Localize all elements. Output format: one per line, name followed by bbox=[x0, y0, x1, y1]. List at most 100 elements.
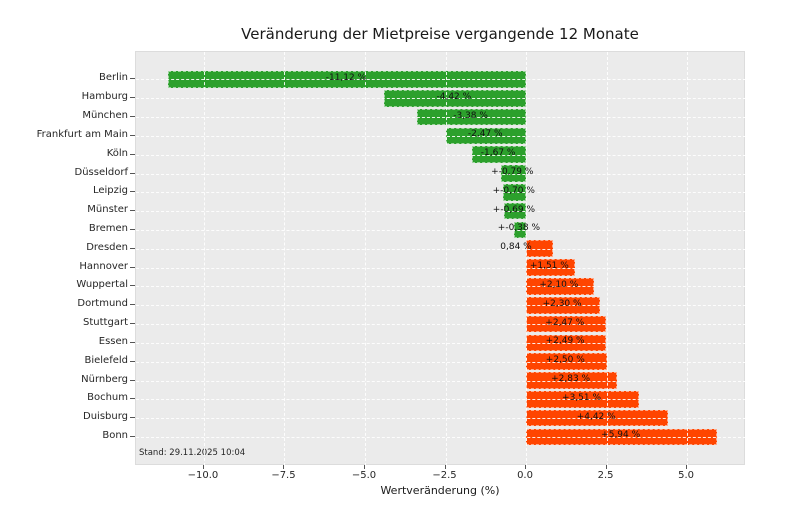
bar-value-label-frankfurt-am-main: -2,47 % bbox=[467, 129, 503, 140]
y-tick-mark bbox=[130, 285, 135, 287]
category-label-dortmund: Dortmund bbox=[77, 298, 128, 310]
x-tick-label: −5.0 bbox=[351, 470, 377, 481]
gridline-v bbox=[284, 52, 286, 466]
y-tick-mark bbox=[130, 172, 135, 174]
bar-value-label-dortmund: +2,30 % bbox=[542, 298, 582, 309]
x-tick-mark bbox=[605, 465, 607, 469]
y-tick-mark bbox=[130, 153, 135, 155]
category-label-bochum: Bochum bbox=[87, 392, 128, 404]
y-tick-mark bbox=[130, 341, 135, 343]
bar-value-label-koeln: -1,67 % bbox=[480, 148, 516, 159]
bar-value-label-bonn: +5,94 % bbox=[601, 430, 641, 441]
gridline-h bbox=[136, 305, 746, 307]
bar-value-label-hamburg: -4,42 % bbox=[436, 91, 472, 102]
gridline-h bbox=[136, 98, 746, 100]
bar-value-label-duesseldorf: +-0,79 % bbox=[491, 167, 534, 177]
gridline-h bbox=[136, 418, 746, 420]
category-label-stuttgart: Stuttgart bbox=[83, 317, 128, 329]
bar-duesseldorf bbox=[500, 165, 527, 182]
chart-title: Veränderung der Mietpreise vergangende 1… bbox=[241, 25, 639, 43]
gridline-h bbox=[136, 117, 746, 119]
x-tick-label: 2.5 bbox=[597, 470, 614, 481]
category-label-leipzig: Leipzig bbox=[92, 185, 128, 197]
gridline-h bbox=[136, 192, 746, 194]
gridline-h bbox=[136, 79, 746, 81]
x-tick-mark bbox=[202, 465, 204, 469]
gridline-h bbox=[136, 154, 746, 156]
bar-value-label-nuernberg: +2,83 % bbox=[551, 374, 591, 385]
x-tick-label: −10.0 bbox=[187, 470, 219, 481]
category-label-dresden: Dresden bbox=[86, 241, 128, 253]
gridline-v bbox=[687, 52, 689, 466]
category-label-bremen: Bremen bbox=[88, 222, 128, 234]
y-tick-mark bbox=[130, 266, 135, 268]
x-tick-mark bbox=[444, 465, 446, 469]
gridline-h bbox=[136, 267, 746, 269]
gridline-v bbox=[526, 52, 528, 466]
gridline-v bbox=[203, 52, 205, 466]
gridline-v bbox=[364, 52, 366, 466]
gridline-h bbox=[136, 380, 746, 382]
bar-value-label-stuttgart: +2,47 % bbox=[545, 317, 585, 328]
bar-frankfurt-am-main bbox=[446, 127, 527, 145]
x-tick-label: −2.5 bbox=[432, 470, 457, 481]
gridline-h bbox=[136, 286, 746, 288]
category-label-koeln: Köln bbox=[106, 147, 128, 159]
y-tick-mark bbox=[130, 304, 135, 306]
gridline-h bbox=[136, 135, 746, 137]
gridline-h bbox=[136, 248, 746, 250]
bar-value-label-dresden: 0,84 % bbox=[500, 242, 532, 253]
x-tick-mark bbox=[525, 465, 527, 469]
y-tick-mark bbox=[130, 228, 135, 230]
category-label-essen: Essen bbox=[98, 335, 128, 347]
bar-value-label-essen: +2,49 % bbox=[545, 336, 585, 347]
category-label-wuppertal: Wuppertal bbox=[76, 279, 128, 291]
category-label-bonn: Bonn bbox=[102, 429, 128, 441]
category-label-frankfurt-am-main: Frankfurt am Main bbox=[36, 128, 128, 140]
bar-value-label-leipzig: +-0,70 % bbox=[492, 185, 535, 196]
plot-area bbox=[135, 51, 746, 466]
y-tick-mark bbox=[130, 360, 135, 362]
gridline-h bbox=[136, 436, 746, 438]
category-label-berlin: Berlin bbox=[98, 72, 128, 84]
category-label-muenchen: München bbox=[82, 110, 128, 122]
gridline-v bbox=[445, 52, 447, 466]
y-tick-mark bbox=[130, 97, 135, 99]
x-tick-label: −7.5 bbox=[271, 470, 296, 481]
bar-value-label-wuppertal: +2,10 % bbox=[539, 279, 579, 290]
gridline-v bbox=[606, 52, 608, 466]
bar-value-label-bielefeld: +2,50 % bbox=[545, 355, 585, 366]
gridline-h bbox=[136, 173, 746, 175]
bar-value-label-bochum: +3,51 % bbox=[562, 392, 602, 403]
y-tick-mark bbox=[130, 210, 135, 212]
gridline-h bbox=[136, 342, 746, 344]
category-label-duisburg: Duisburg bbox=[83, 411, 128, 423]
y-tick-mark bbox=[130, 417, 135, 419]
bar-value-label-muenchen: -3,38 % bbox=[453, 110, 488, 121]
gridline-h bbox=[136, 399, 746, 401]
y-tick-mark bbox=[130, 323, 135, 325]
bar-value-label-muenster: +-0,69 % bbox=[492, 204, 536, 215]
gridline-h bbox=[136, 361, 746, 363]
category-label-bielefeld: Bielefeld bbox=[84, 354, 128, 366]
y-tick-mark bbox=[130, 134, 135, 136]
x-tick-label: 0.0 bbox=[517, 470, 533, 481]
category-label-duesseldorf: Düsseldorf bbox=[74, 166, 129, 178]
bar-value-label-bremen: +-0,38 % bbox=[497, 223, 541, 234]
y-tick-mark bbox=[130, 398, 135, 400]
category-label-nuernberg: Nürnberg bbox=[81, 373, 128, 385]
x-tick-mark bbox=[363, 465, 365, 469]
timestamp-annotation: Stand: 29.11.2025 10:04 bbox=[139, 448, 246, 458]
y-tick-mark bbox=[130, 379, 135, 381]
x-tick-mark bbox=[686, 465, 688, 469]
y-tick-mark bbox=[130, 247, 135, 249]
x-tick-mark bbox=[283, 465, 285, 469]
x-tick-label: 5.0 bbox=[678, 470, 694, 481]
gridline-h bbox=[136, 211, 746, 213]
y-tick-mark bbox=[130, 191, 135, 193]
category-label-hannover: Hannover bbox=[79, 260, 128, 272]
y-tick-mark bbox=[130, 435, 135, 437]
bar-value-label-hannover: +1,51 % bbox=[529, 261, 569, 272]
y-tick-mark bbox=[130, 116, 135, 118]
